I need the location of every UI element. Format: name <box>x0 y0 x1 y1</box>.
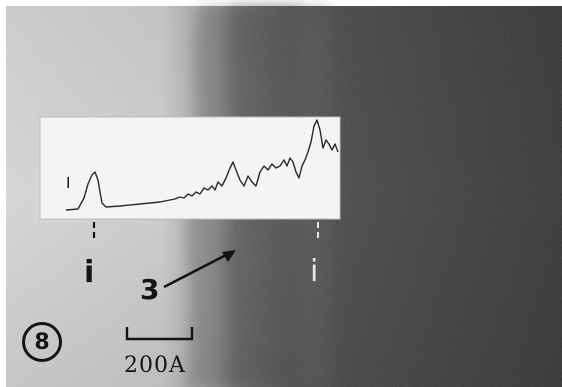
inset-profile-trace <box>65 119 339 211</box>
interface-marker-right: i <box>310 254 319 289</box>
figure-number: 8 <box>34 329 50 355</box>
scale-bar <box>125 327 194 341</box>
arrow-shaft <box>163 252 229 289</box>
inset-axis-tick: I <box>66 174 71 192</box>
inset-profile-panel <box>39 116 341 220</box>
arrow-label: 3 <box>140 273 160 306</box>
scale-bar-label: 200A <box>124 353 186 378</box>
interface-marker-left: i <box>84 255 95 290</box>
arrow-head <box>222 250 236 262</box>
figure-number-badge: 8 <box>22 322 62 362</box>
